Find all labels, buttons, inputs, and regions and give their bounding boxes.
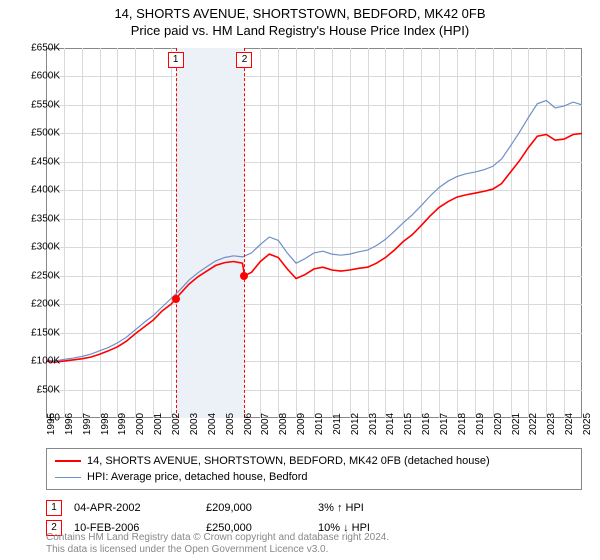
- x-tick-label: 2003: [189, 413, 200, 435]
- legend-box: 14, SHORTS AVENUE, SHORTSTOWN, BEDFORD, …: [46, 448, 582, 490]
- sales-price: £209,000: [206, 498, 306, 518]
- x-tick-label: 2017: [439, 413, 450, 435]
- x-tick-label: 2023: [546, 413, 557, 435]
- x-tick-label: 2022: [528, 413, 539, 435]
- x-tick-label: 2016: [421, 413, 432, 435]
- chart-area: 12: [46, 48, 582, 418]
- footer: Contains HM Land Registry data © Crown c…: [46, 532, 389, 556]
- x-tick-label: 2000: [135, 413, 146, 435]
- chart-title: 14, SHORTS AVENUE, SHORTSTOWN, BEDFORD, …: [0, 6, 600, 21]
- y-tick-label: £50K: [37, 384, 60, 395]
- y-tick-label: £350K: [31, 213, 60, 224]
- x-tick-label: 2004: [207, 413, 218, 435]
- x-tick-label: 1995: [46, 413, 57, 435]
- x-tick-label: 2001: [153, 413, 164, 435]
- sale-marker-line: [244, 48, 245, 418]
- x-tick-label: 2014: [385, 413, 396, 435]
- x-tick-label: 2005: [225, 413, 236, 435]
- y-tick-label: £100K: [31, 356, 60, 367]
- y-tick-label: £650K: [31, 43, 60, 54]
- sales-hpi: 3% ↑ HPI: [318, 498, 418, 518]
- sales-date: 04-APR-2002: [74, 498, 194, 518]
- y-tick-label: £600K: [31, 71, 60, 82]
- legend-swatch: [55, 477, 81, 478]
- y-tick-label: £450K: [31, 156, 60, 167]
- legend-row: HPI: Average price, detached house, Bedf…: [55, 469, 573, 485]
- y-tick-label: £150K: [31, 327, 60, 338]
- legend-label: 14, SHORTS AVENUE, SHORTSTOWN, BEDFORD, …: [87, 453, 490, 469]
- y-tick-label: £250K: [31, 270, 60, 281]
- sale-marker-dot: [240, 272, 248, 280]
- x-tick-label: 2025: [582, 413, 593, 435]
- footer-line1: Contains HM Land Registry data © Crown c…: [46, 532, 389, 544]
- series-line: [46, 133, 582, 362]
- y-tick-label: £500K: [31, 128, 60, 139]
- x-tick-label: 1996: [64, 413, 75, 435]
- chart-subtitle: Price paid vs. HM Land Registry's House …: [0, 23, 600, 38]
- x-tick-label: 2006: [243, 413, 254, 435]
- legend-row: 14, SHORTS AVENUE, SHORTSTOWN, BEDFORD, …: [55, 453, 573, 469]
- x-tick-label: 2002: [171, 413, 182, 435]
- x-tick-label: 2010: [314, 413, 325, 435]
- x-tick-label: 2024: [564, 413, 575, 435]
- x-tick-label: 2019: [475, 413, 486, 435]
- y-tick-label: £200K: [31, 299, 60, 310]
- sale-marker-line: [176, 48, 177, 418]
- x-tick-label: 2011: [332, 413, 343, 435]
- x-tick-label: 2020: [493, 413, 504, 435]
- sales-row: 1 04-APR-2002 £209,000 3% ↑ HPI: [46, 498, 582, 518]
- x-tick-label: 2013: [368, 413, 379, 435]
- x-tick-label: 2008: [278, 413, 289, 435]
- footer-line2: This data is licensed under the Open Gov…: [46, 544, 389, 556]
- legend-area: 14, SHORTS AVENUE, SHORTSTOWN, BEDFORD, …: [46, 448, 582, 538]
- x-tick-label: 1997: [82, 413, 93, 435]
- title-block: 14, SHORTS AVENUE, SHORTSTOWN, BEDFORD, …: [0, 0, 600, 38]
- x-tick-label: 2009: [296, 413, 307, 435]
- y-tick-label: £550K: [31, 99, 60, 110]
- y-tick-label: £300K: [31, 242, 60, 253]
- x-tick-label: 2021: [511, 413, 522, 435]
- chart-container: 14, SHORTS AVENUE, SHORTSTOWN, BEDFORD, …: [0, 0, 600, 560]
- series-line: [46, 100, 582, 361]
- x-tick-label: 2018: [457, 413, 468, 435]
- x-tick-label: 2015: [403, 413, 414, 435]
- x-tick-label: 2007: [260, 413, 271, 435]
- sale-marker-box: 2: [236, 52, 252, 68]
- sales-marker-icon: 1: [46, 500, 62, 516]
- sale-marker-box: 1: [168, 52, 184, 68]
- legend-label: HPI: Average price, detached house, Bedf…: [87, 469, 308, 485]
- x-tick-label: 2012: [350, 413, 361, 435]
- line-series-svg: [46, 48, 582, 418]
- x-tick-label: 1998: [100, 413, 111, 435]
- legend-swatch: [55, 460, 81, 462]
- y-tick-label: £400K: [31, 185, 60, 196]
- x-tick-label: 1999: [117, 413, 128, 435]
- sale-marker-dot: [172, 295, 180, 303]
